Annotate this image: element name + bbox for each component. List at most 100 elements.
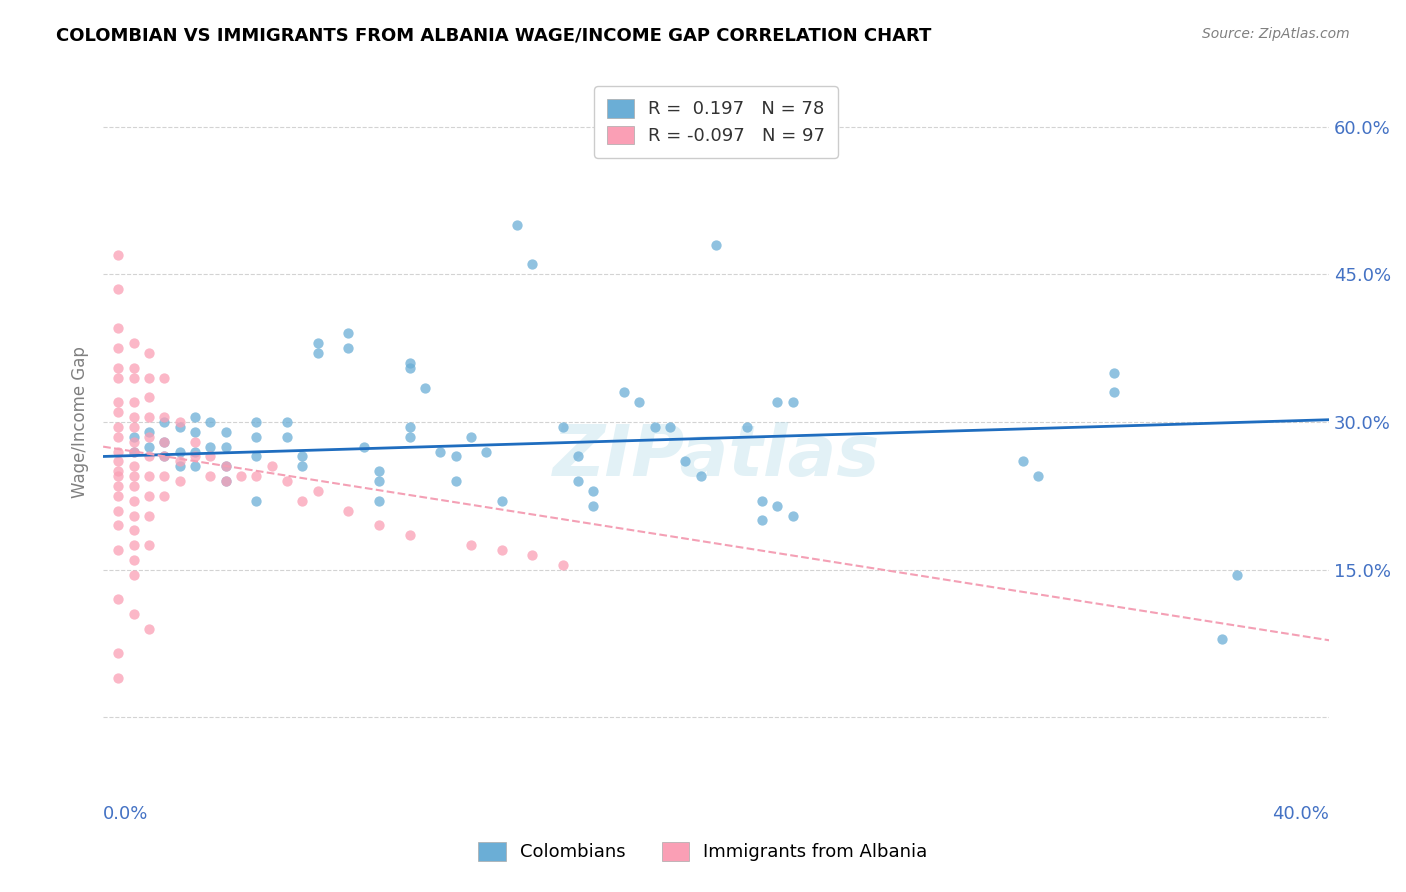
Point — [582, 483, 605, 498]
Point — [122, 430, 145, 444]
Point — [107, 671, 129, 685]
Point — [276, 474, 298, 488]
Point — [398, 528, 420, 542]
Point — [215, 474, 238, 488]
Point — [169, 444, 191, 458]
Point — [122, 553, 145, 567]
Point — [122, 459, 145, 474]
Point — [368, 493, 391, 508]
Point — [138, 489, 160, 503]
Point — [184, 459, 207, 474]
Point — [153, 410, 176, 425]
Point — [704, 237, 727, 252]
Point — [122, 336, 145, 351]
Point — [138, 538, 160, 552]
Point — [122, 395, 145, 409]
Point — [122, 444, 145, 458]
Point — [184, 434, 207, 449]
Point — [782, 508, 804, 523]
Point — [122, 479, 145, 493]
Point — [735, 420, 758, 434]
Point — [522, 258, 544, 272]
Point — [107, 444, 129, 458]
Y-axis label: Wage/Income Gap: Wage/Income Gap — [72, 346, 89, 498]
Point — [184, 450, 207, 464]
Point — [368, 474, 391, 488]
Point — [200, 440, 222, 454]
Point — [215, 459, 238, 474]
Point — [245, 430, 267, 444]
Point — [200, 415, 222, 429]
Point — [1026, 469, 1049, 483]
Point — [582, 499, 605, 513]
Point — [291, 493, 314, 508]
Point — [444, 450, 467, 464]
Point — [291, 450, 314, 464]
Point — [107, 341, 129, 355]
Point — [153, 434, 176, 449]
Point — [153, 450, 176, 464]
Point — [107, 518, 129, 533]
Point — [107, 503, 129, 517]
Point — [107, 543, 129, 558]
Point — [398, 356, 420, 370]
Point — [138, 508, 160, 523]
Point — [184, 410, 207, 425]
Point — [107, 405, 129, 419]
Point — [337, 503, 360, 517]
Point — [1211, 632, 1233, 646]
Point — [551, 558, 574, 572]
Point — [260, 459, 283, 474]
Point — [751, 493, 773, 508]
Point — [522, 548, 544, 562]
Point — [689, 469, 711, 483]
Point — [122, 493, 145, 508]
Point — [184, 425, 207, 439]
Point — [200, 469, 222, 483]
Point — [491, 493, 513, 508]
Point — [215, 440, 238, 454]
Point — [398, 430, 420, 444]
Point — [567, 450, 589, 464]
Point — [107, 464, 129, 478]
Point — [1104, 385, 1126, 400]
Point — [215, 425, 238, 439]
Point — [153, 489, 176, 503]
Point — [1104, 366, 1126, 380]
Point — [766, 395, 789, 409]
Point — [122, 607, 145, 621]
Text: COLOMBIAN VS IMMIGRANTS FROM ALBANIA WAGE/INCOME GAP CORRELATION CHART: COLOMBIAN VS IMMIGRANTS FROM ALBANIA WAG… — [56, 27, 932, 45]
Point — [613, 385, 636, 400]
Text: ZIPatlas: ZIPatlas — [553, 422, 880, 491]
Point — [122, 410, 145, 425]
Point — [245, 450, 267, 464]
Point — [337, 326, 360, 341]
Point — [122, 434, 145, 449]
Point — [551, 420, 574, 434]
Point — [659, 420, 682, 434]
Point — [153, 450, 176, 464]
Point — [107, 479, 129, 493]
Point — [169, 415, 191, 429]
Point — [567, 474, 589, 488]
Point — [153, 434, 176, 449]
Text: 0.0%: 0.0% — [103, 805, 149, 823]
Point — [107, 430, 129, 444]
Point — [138, 370, 160, 384]
Point — [673, 454, 696, 468]
Point — [506, 218, 529, 232]
Point — [628, 395, 651, 409]
Point — [751, 513, 773, 527]
Point — [291, 459, 314, 474]
Point — [491, 543, 513, 558]
Point — [444, 474, 467, 488]
Point — [766, 499, 789, 513]
Legend: Colombians, Immigrants from Albania: Colombians, Immigrants from Albania — [465, 830, 941, 874]
Point — [1011, 454, 1033, 468]
Point — [122, 444, 145, 458]
Point — [276, 430, 298, 444]
Point — [122, 370, 145, 384]
Point — [107, 646, 129, 660]
Point — [122, 469, 145, 483]
Point — [398, 360, 420, 375]
